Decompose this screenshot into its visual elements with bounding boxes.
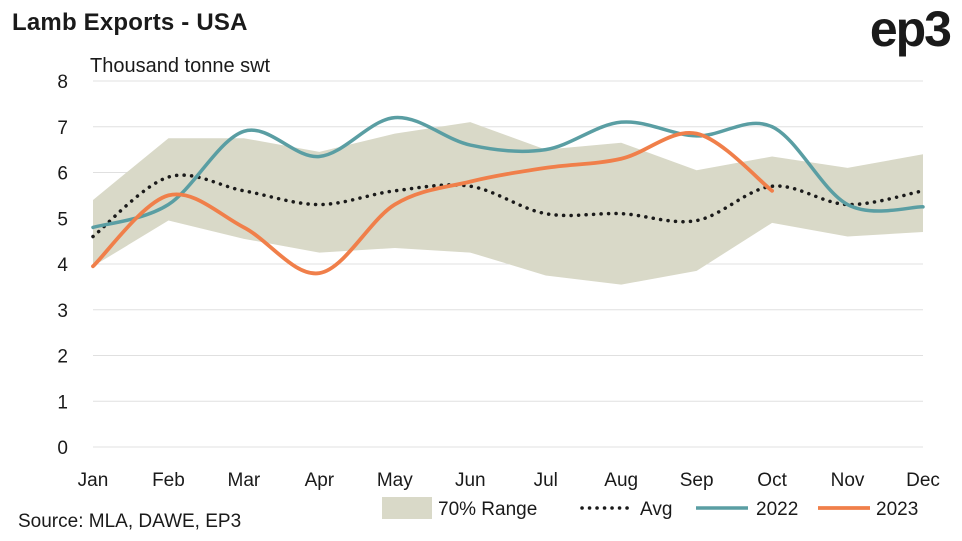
x-axis-ticks: Jan Feb Mar Apr May Jun Jul Aug Sep Oct Nov Dec [78, 470, 940, 491]
x-tick-label-jul: Jul [534, 470, 558, 491]
x-tick-label-aug: Aug [604, 470, 638, 491]
y-tick-label-2: 2 [57, 347, 68, 368]
x-tick-label-dec: Dec [906, 470, 940, 491]
x-tick-label-apr: Apr [305, 470, 335, 491]
x-tick-label-nov: Nov [831, 470, 865, 491]
x-tick-label-oct: Oct [757, 470, 787, 491]
series-lines [91, 115, 925, 276]
x-tick-label-feb: Feb [152, 470, 185, 491]
legend-label-2023: 2023 [876, 499, 918, 520]
y-tick-label-7: 7 [57, 118, 68, 139]
source-note: Source: MLA, DAWE, EP3 [18, 511, 242, 532]
legend-label-range: 70% Range [438, 499, 537, 520]
chart-legend: 70% Range Avg 2022 2023 [382, 497, 918, 520]
range-band-area [93, 122, 923, 285]
y-tick-label-5: 5 [57, 209, 68, 230]
legend-label-2022: 2022 [756, 499, 798, 520]
x-tick-label-jun: Jun [455, 470, 486, 491]
series-line-2023 [91, 130, 774, 276]
series-line-avg [91, 173, 925, 239]
x-tick-label-may: May [377, 470, 413, 491]
legend-label-avg: Avg [640, 499, 672, 520]
x-tick-label-jan: Jan [78, 470, 109, 491]
chart-title: Lamb Exports - USA [12, 9, 248, 36]
x-tick-label-mar: Mar [228, 470, 261, 491]
y-tick-label-3: 3 [57, 301, 68, 322]
y-axis-ticks: 0 1 2 3 4 5 6 7 8 [57, 72, 68, 459]
y-tick-label-6: 6 [57, 164, 68, 185]
y-tick-label-0: 0 [57, 438, 68, 459]
legend-range-swatch [382, 497, 432, 519]
y-tick-label-1: 1 [57, 392, 68, 413]
y-axis-unit-label: Thousand tonne swt [90, 55, 271, 77]
x-tick-label-sep: Sep [680, 470, 714, 491]
gridlines [93, 80, 923, 448]
ep3-logo: ep3 [869, 1, 952, 57]
y-tick-label-8: 8 [57, 72, 68, 93]
y-tick-label-4: 4 [57, 255, 68, 276]
series-line-2022 [91, 115, 925, 230]
